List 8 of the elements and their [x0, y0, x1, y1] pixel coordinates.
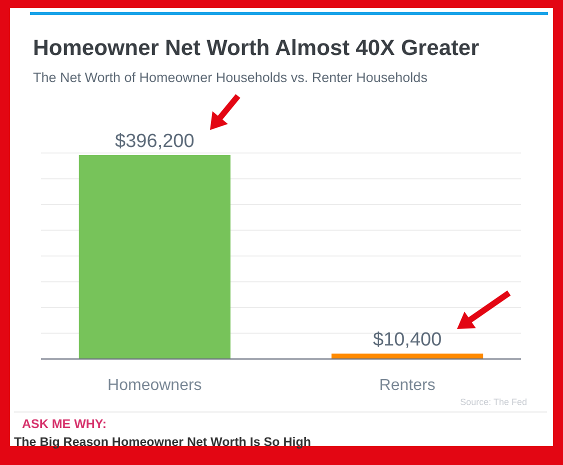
text: The Big Reason Homeowner Net Worth Is So High	[14, 435, 312, 449]
x-tick-label: Homeowners	[108, 377, 202, 394]
x-tick-label: Renters	[379, 377, 436, 394]
data-label: $10,400	[372, 330, 442, 351]
chart-subtitle: The Net Worth of Homeowner Households vs. Renter Households	[33, 70, 428, 85]
text: ASK ME WHY:	[22, 417, 106, 431]
data-label: $396,200	[115, 130, 194, 152]
chart-title: Homeowner Net Worth Almost 40X Greater	[33, 35, 480, 60]
